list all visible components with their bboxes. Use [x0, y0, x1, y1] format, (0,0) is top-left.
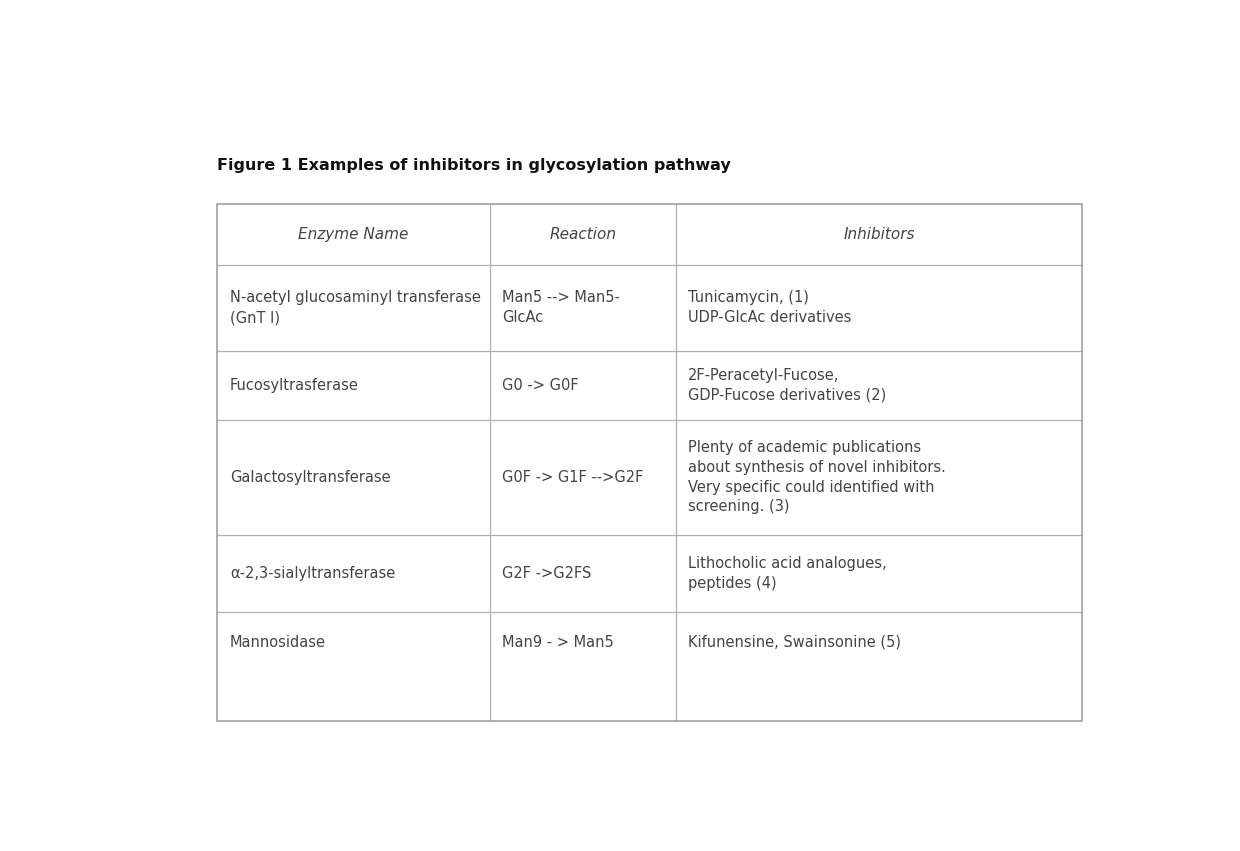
Text: Reaction: Reaction: [549, 226, 616, 242]
Text: Enzyme Name: Enzyme Name: [299, 226, 409, 242]
Text: Fucosyltrasferase: Fucosyltrasferase: [229, 378, 358, 393]
Text: N-acetyl glucosaminyl transferase
(GnT I): N-acetyl glucosaminyl transferase (GnT I…: [229, 290, 481, 325]
Text: Plenty of academic publications
about synthesis of novel inhibitors.
Very specif: Plenty of academic publications about sy…: [688, 440, 946, 515]
Text: Man5 --> Man5-
GlcAc: Man5 --> Man5- GlcAc: [502, 290, 620, 325]
Text: α-2,3-sialyltransferase: α-2,3-sialyltransferase: [229, 566, 396, 580]
Text: Kifunensine, Swainsonine (5): Kifunensine, Swainsonine (5): [688, 635, 901, 650]
Text: G0F -> G1F -->G2F: G0F -> G1F -->G2F: [502, 470, 644, 485]
Text: Figure 1 Examples of inhibitors in glycosylation pathway: Figure 1 Examples of inhibitors in glyco…: [217, 157, 732, 173]
Text: G0 -> G0F: G0 -> G0F: [502, 378, 579, 393]
Text: Mannosidase: Mannosidase: [229, 635, 326, 650]
Text: Tunicamycin, (1)
UDP-GlcAc derivatives: Tunicamycin, (1) UDP-GlcAc derivatives: [688, 290, 852, 325]
Text: Lithocholic acid analogues,
peptides (4): Lithocholic acid analogues, peptides (4): [688, 556, 887, 591]
Text: Inhibitors: Inhibitors: [843, 226, 915, 242]
Text: Man9 - > Man5: Man9 - > Man5: [502, 635, 614, 650]
Bar: [217, 203, 1083, 722]
Text: 2F-Peracetyl-Fucose,
GDP-Fucose derivatives (2): 2F-Peracetyl-Fucose, GDP-Fucose derivati…: [688, 368, 887, 403]
Text: G2F ->G2FS: G2F ->G2FS: [502, 566, 591, 580]
Text: Galactosyltransferase: Galactosyltransferase: [229, 470, 391, 485]
